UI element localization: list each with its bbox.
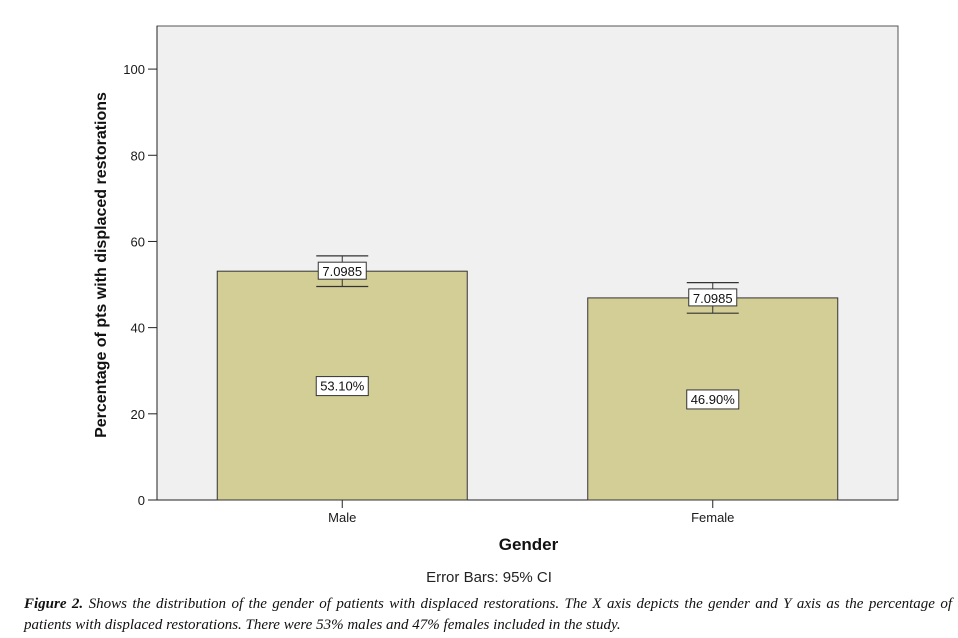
y-tick-label: 60 [131, 234, 145, 249]
x-axis: Male Female [157, 499, 898, 525]
x-tick-label: Male [328, 510, 356, 525]
y-tick-label: 0 [138, 493, 145, 508]
y-tick-label: 20 [131, 407, 145, 422]
error-label-box [688, 288, 738, 307]
y-tick-label: 100 [123, 62, 145, 77]
error-bars-note: Error Bars: 95% CI [426, 569, 552, 586]
y-tick-label: 40 [131, 321, 145, 336]
y-axis-title: Percentage of pts with displaced restora… [93, 92, 110, 438]
caption-text: Shows the distribution of the gender of … [24, 596, 953, 633]
value-label: 53.10% [320, 379, 365, 394]
error-label: 7.0985 [693, 291, 733, 306]
bars-group: 7.0985 53.10% 7.0985 46.90% [216, 255, 839, 501]
y-axis: 0 20 40 60 80 100 [123, 26, 158, 508]
figure-caption: Figure 2. Shows the distribution of the … [24, 594, 952, 636]
value-label-box [686, 389, 740, 410]
x-tick-label: Female [691, 510, 734, 525]
x-axis-title: Gender [499, 535, 559, 554]
y-tick-label: 80 [131, 148, 145, 163]
value-label-box [315, 376, 369, 397]
error-label: 7.0985 [322, 264, 362, 279]
value-label: 46.90% [691, 392, 736, 407]
error-label-box [317, 261, 367, 280]
caption-label: Figure 2. [24, 596, 84, 612]
